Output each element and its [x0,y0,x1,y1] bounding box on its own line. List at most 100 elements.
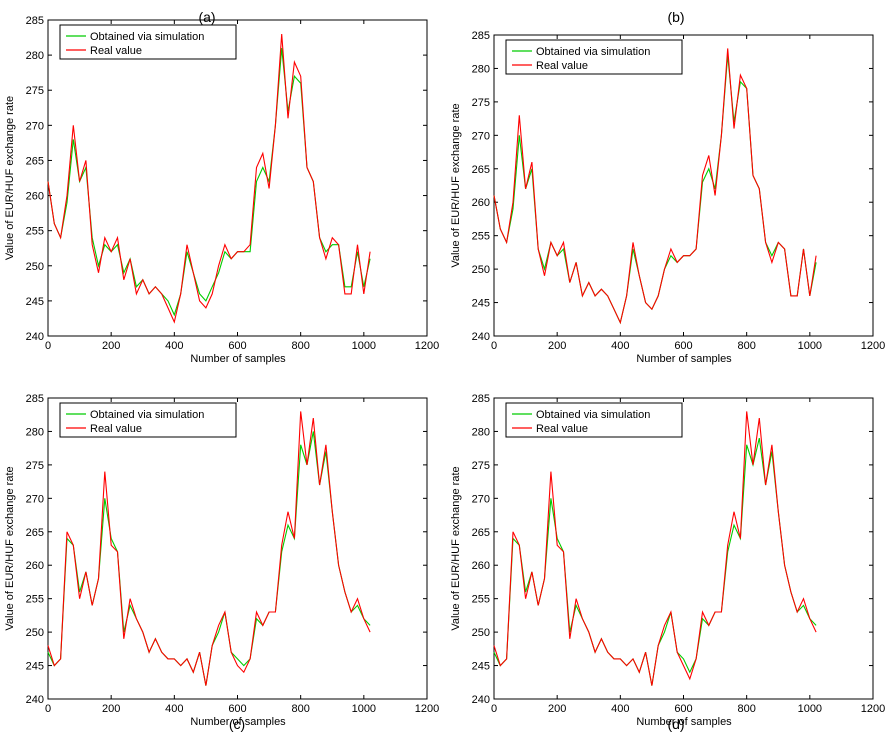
series-line-real-value [493,411,817,686]
x-tick-label: 200 [548,703,566,715]
y-tick-label: 245 [26,661,44,673]
y-axis-label: Value of EUR/HUF exchange rate [450,466,462,630]
x-tick-label: 0 [491,703,497,715]
y-tick-label: 265 [26,155,44,167]
y-tick-label: 275 [472,460,490,472]
x-tick-label: 800 [291,703,309,715]
y-tick-label: 260 [26,191,44,203]
legend-label: Obtained via simulation [90,31,204,43]
x-tick-label: 200 [102,340,120,352]
x-tick-label: 1000 [798,703,822,715]
legend-box [505,402,683,438]
y-tick-label: 255 [26,594,44,606]
y-tick-label: 285 [26,393,44,405]
legend-label: Real value [536,60,588,72]
y-tick-label: 255 [472,594,490,606]
x-tick-label: 600 [674,340,692,352]
plot-area [47,19,428,337]
x-tick-label: 400 [165,703,183,715]
x-tick-label: 600 [228,340,246,352]
y-tick-label: 270 [472,493,490,505]
plot-area [493,397,874,700]
y-tick-label: 265 [472,164,490,176]
y-tick-label: 250 [472,264,490,276]
x-tick-label: 200 [102,703,120,715]
panel-label: (d) [667,716,684,732]
series-line-real-value [47,411,371,686]
y-tick-label: 275 [26,460,44,472]
x-tick-label: 1200 [861,703,885,715]
y-tick-label: 245 [472,298,490,310]
x-axis-label: Number of samples [190,353,286,365]
x-tick-label: 600 [228,703,246,715]
x-axis-label: Number of samples [190,716,286,728]
plot-area [47,397,428,700]
legend-label: Obtained via simulation [90,409,204,421]
chart-panel-1: 0 200 400 600 800 1000 1200 240 245 250 255 260 265 2… [4,9,439,365]
panel-label: (b) [667,9,684,25]
legend-label: Real value [90,45,142,57]
x-tick-label: 1000 [352,703,376,715]
y-tick-label: 265 [472,527,490,539]
x-tick-label: 1000 [352,340,376,352]
y-tick-label: 250 [472,627,490,639]
y-tick-label: 245 [472,661,490,673]
panel-label: (c) [229,716,245,732]
y-axis-label: Value of EUR/HUF exchange rate [450,103,462,267]
y-tick-label: 280 [26,426,44,438]
plot-area [493,34,874,337]
chart-panel-2: 0 200 400 600 800 1000 1200 240 245 250 255 260 265 2… [450,9,885,365]
y-tick-label: 255 [26,226,44,238]
y-tick-label: 260 [26,560,44,572]
x-axis-label: Number of samples [636,353,732,365]
y-tick-label: 240 [472,694,490,706]
legend-box [505,39,683,75]
x-tick-label: 800 [737,340,755,352]
y-tick-label: 270 [472,130,490,142]
y-tick-label: 275 [26,85,44,97]
y-tick-label: 240 [26,331,44,343]
y-tick-label: 285 [26,15,44,27]
panel-label: (a) [198,9,215,25]
series-line-real-value [47,33,371,324]
x-tick-label: 1200 [861,340,885,352]
y-tick-label: 245 [26,296,44,308]
x-tick-label: 800 [737,703,755,715]
x-tick-label: 800 [291,340,309,352]
y-tick-label: 240 [26,694,44,706]
chart-panel-3: 0 200 400 600 800 1000 1200 240 245 250 255 260 265 2… [4,393,439,732]
legend-box [59,24,237,60]
y-axis-label: Value of EUR/HUF exchange rate [4,466,16,630]
x-tick-label: 400 [611,340,629,352]
y-tick-label: 255 [472,231,490,243]
chart-panel-4: 0 200 400 600 800 1000 1200 240 245 250 255 260 265 2… [450,393,885,732]
y-tick-label: 275 [472,97,490,109]
x-tick-label: 0 [45,340,51,352]
x-tick-label: 600 [674,703,692,715]
y-tick-label: 270 [26,120,44,132]
x-tick-label: 0 [45,703,51,715]
legend-label: Real value [536,423,588,435]
y-axis-label: Value of EUR/HUF exchange rate [4,96,16,260]
x-tick-label: 400 [611,703,629,715]
y-tick-label: 270 [26,493,44,505]
x-tick-label: 200 [548,340,566,352]
y-tick-label: 280 [26,50,44,62]
x-tick-label: 0 [491,340,497,352]
legend-label: Real value [90,423,142,435]
x-tick-label: 400 [165,340,183,352]
y-tick-label: 250 [26,627,44,639]
y-tick-label: 285 [472,30,490,42]
y-tick-label: 280 [472,426,490,438]
y-tick-label: 260 [472,560,490,572]
legend-label: Obtained via simulation [536,46,650,58]
y-tick-label: 260 [472,197,490,209]
legend-label: Obtained via simulation [536,409,650,421]
y-tick-label: 280 [472,63,490,75]
series-line-real-value [493,48,817,325]
legend-box [59,402,237,438]
x-tick-label: 1000 [798,340,822,352]
y-tick-label: 265 [26,527,44,539]
y-tick-label: 285 [472,393,490,405]
